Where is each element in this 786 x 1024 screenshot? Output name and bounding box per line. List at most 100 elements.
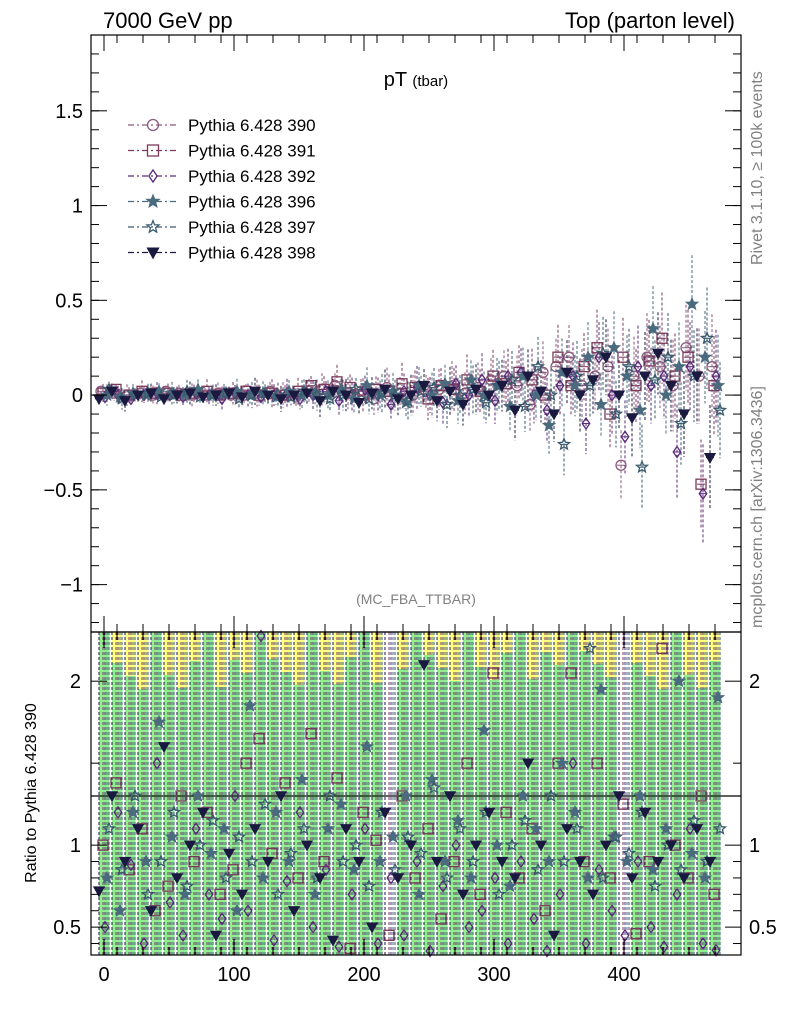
ratio-inner-band [710, 661, 721, 955]
ratio-point [677, 873, 691, 885]
ratio-point [450, 813, 466, 827]
ratio-point [463, 870, 479, 885]
data-point [673, 416, 689, 430]
data-point [606, 340, 622, 354]
data-point [482, 390, 496, 402]
ratio-inner-band [658, 689, 669, 955]
ratio-inner-band [216, 687, 227, 955]
ratio-point [555, 887, 565, 901]
ratio-inner-band [645, 676, 656, 955]
ratio-point [166, 804, 182, 819]
ratio-point [398, 788, 414, 803]
ratio-point [528, 821, 544, 835]
ratio-point [399, 928, 409, 942]
ratio-point [645, 862, 661, 876]
data-point [365, 388, 379, 400]
data-point [604, 408, 616, 420]
ratio-point [151, 714, 167, 729]
ratio-point [569, 821, 585, 835]
ratio-point [712, 821, 728, 835]
ratio-point [391, 873, 405, 885]
ratio-point [112, 903, 128, 917]
data-point [426, 380, 442, 394]
data-point [677, 409, 691, 421]
data-point [469, 384, 483, 396]
data-point [608, 406, 624, 421]
ratio-point [516, 854, 526, 869]
legend-marker [146, 118, 160, 132]
ratio-point [568, 756, 578, 770]
data-point [386, 397, 396, 412]
data-point [157, 394, 171, 406]
data-point [615, 459, 627, 471]
legend-entry: Pythia 6.428 396 [128, 193, 316, 212]
data-point [602, 361, 614, 373]
legend-label: Pythia 6.428 397 [188, 218, 316, 237]
ratio-point [177, 886, 193, 901]
data-point [682, 351, 694, 363]
ratio-point [296, 821, 312, 835]
ratio-panel: 0.5 0.5 1 1 2 2 0 100 200 300 400 Ratio to Pythia … [23, 629, 777, 986]
ratio-inner-band [632, 663, 643, 955]
ratio-point [230, 789, 240, 803]
ratio-point [430, 856, 444, 868]
data-point [699, 330, 715, 345]
ratio-inner-band [606, 677, 617, 955]
data-point [274, 394, 288, 406]
ratio-inner-band [567, 632, 578, 955]
data-point [248, 386, 262, 398]
ratio-point [125, 804, 141, 819]
ratio-point [651, 856, 665, 868]
ratio-point [411, 886, 427, 901]
ratio-point [217, 912, 227, 926]
ratio-point [294, 772, 310, 786]
y-tick-label: 1.5 [55, 101, 83, 123]
ratio-plot-frame [90, 631, 742, 956]
ratio-point [320, 821, 336, 835]
x-tick-label: 100 [217, 964, 250, 986]
ratio-point [157, 742, 171, 754]
ratio-point [127, 788, 143, 803]
data-point [581, 416, 591, 431]
ratio-error-bars [98, 632, 721, 955]
legend: Pythia 6.428 390 Pythia 6.428 391 Pythia 6… [128, 116, 316, 263]
ratio-point [243, 904, 253, 918]
data-point [378, 384, 392, 396]
ratio-point [292, 872, 304, 884]
ratio-point [517, 813, 533, 827]
main-panel: −1−0.500.511.5 pT (tbar) (MC_FBA_TTBAR) … [44, 34, 742, 633]
ratio-inner-band [684, 675, 695, 955]
data-point [222, 388, 236, 400]
ratio-point [630, 928, 642, 940]
ratio-inner-band [99, 632, 110, 955]
data-point [183, 388, 197, 400]
ratio-point [703, 856, 717, 868]
ratio-point [400, 829, 416, 844]
ratio-point [698, 936, 708, 951]
ratio-point [443, 791, 457, 803]
ratio-point [378, 807, 392, 819]
ratio-point [529, 912, 539, 926]
data-point [563, 351, 575, 363]
ratio-point [671, 673, 687, 688]
ratio-y-tick-label: 0.5 [53, 917, 81, 939]
data-point [632, 402, 648, 417]
ratio-point [534, 840, 548, 852]
ratio-point [372, 854, 388, 868]
ratio-point [191, 822, 201, 836]
ratio-point [113, 805, 123, 820]
ratio-point [256, 629, 266, 643]
ratio-point [346, 862, 362, 876]
analysis-tag-label: (MC_FBA_TTBAR) [356, 591, 476, 607]
ratio-point [164, 829, 180, 844]
ratio-point [287, 906, 301, 918]
data-point [619, 368, 635, 383]
ratio-y-tick-label-right: 0.5 [749, 917, 777, 939]
ratio-point [344, 942, 356, 955]
ratio-point [139, 936, 149, 951]
ratio-inner-band [242, 673, 253, 955]
data-point [620, 430, 630, 444]
data-point [170, 390, 184, 402]
ratio-point [352, 856, 366, 868]
ratio-point [370, 834, 382, 846]
